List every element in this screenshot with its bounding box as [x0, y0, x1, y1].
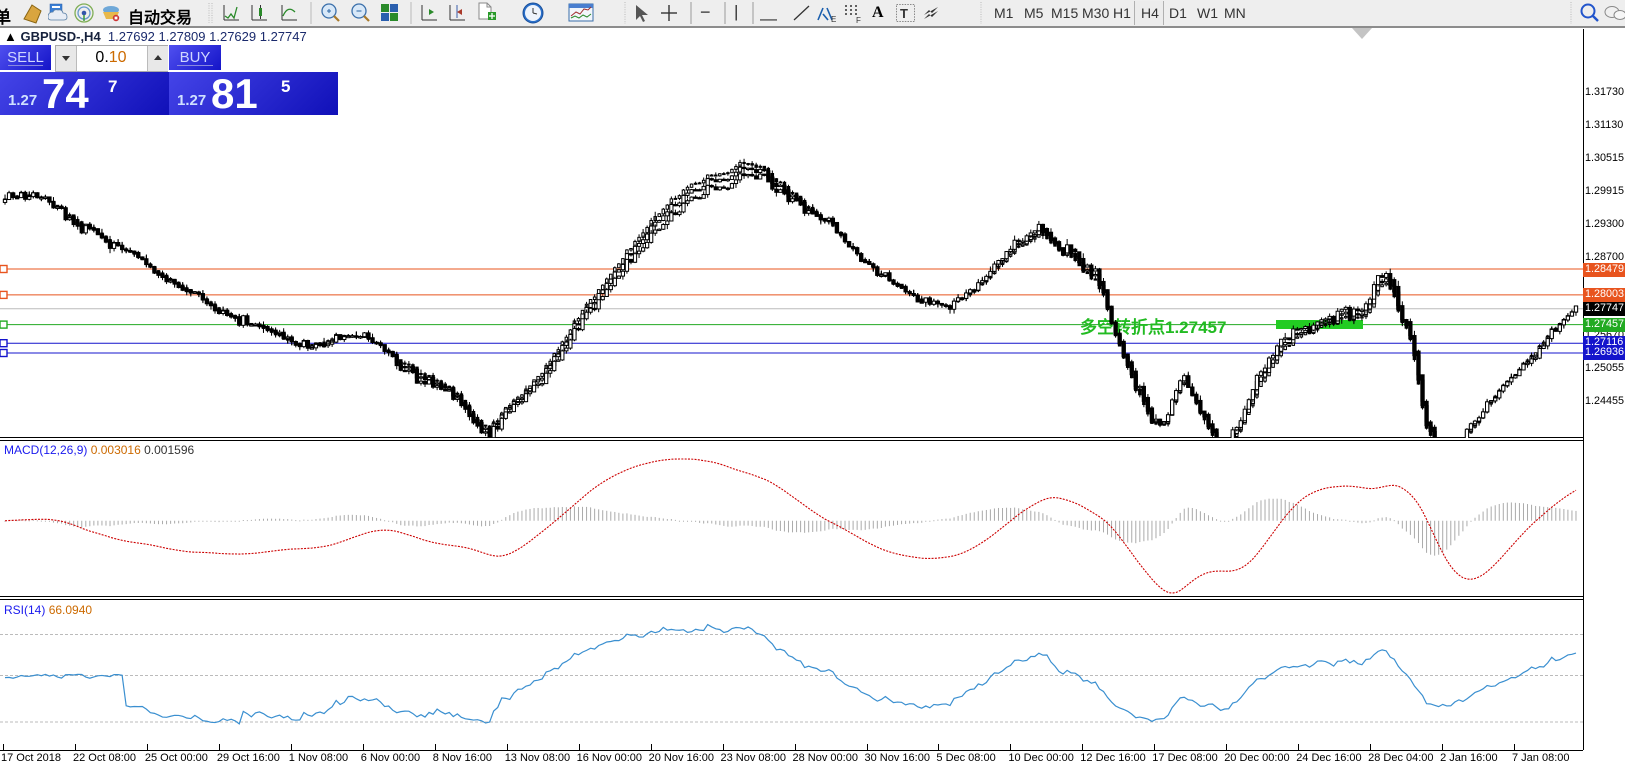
svg-text:多空转折点1.27457: 多空转折点1.27457 — [1080, 317, 1226, 337]
svg-text:T: T — [900, 6, 908, 21]
svg-text:F: F — [856, 16, 861, 23]
svg-text:E: E — [831, 15, 836, 23]
